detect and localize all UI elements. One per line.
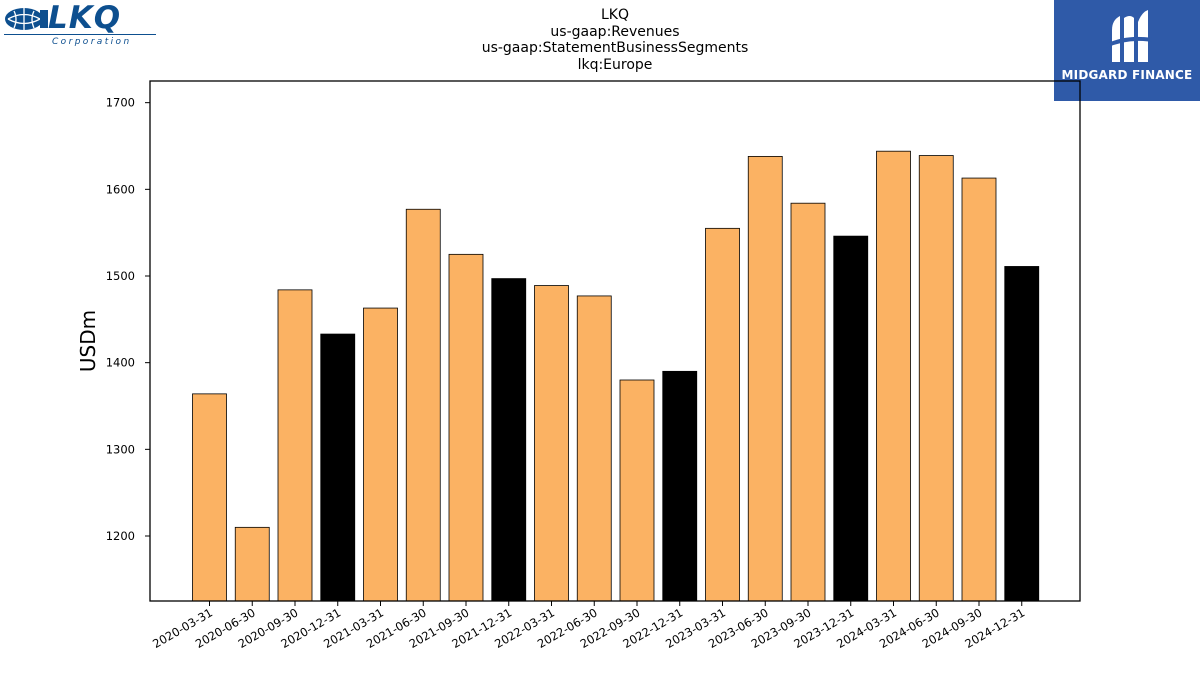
bar-2023-03-31 [705, 227, 740, 602]
bar-2024-09-30 [961, 177, 997, 602]
chart-title-line-1: LKQ [601, 7, 629, 23]
bar-2024-06-30 [918, 155, 954, 602]
y-tick-label: 1200 [106, 529, 135, 543]
bar-2020-09-30 [277, 289, 313, 602]
bar-2023-12-31 [833, 235, 869, 602]
chart-title-line-2: us-gaap:Revenues [550, 23, 680, 40]
bar-2023-09-30 [790, 202, 826, 602]
lkq-globe-icon [5, 8, 48, 30]
bars-group [192, 150, 1040, 602]
chart-title-line-4: lkq:Europe [577, 56, 653, 73]
midgard-finance-logo: MIDGARD FINANCE [1054, 0, 1200, 101]
y-tick-label: 1700 [106, 96, 135, 110]
y-axis: 1200 1300 1400 1500 1600 1700 [106, 96, 150, 543]
lkq-logo: LKQ Corporation [4, 0, 158, 48]
midgard-emblem-icon [1106, 10, 1152, 62]
y-tick-label: 1400 [106, 356, 135, 370]
bar-2020-12-31 [320, 333, 356, 602]
lkq-logo-subtitle: Corporation [52, 37, 132, 47]
lkq-logo-text: LKQ [48, 0, 122, 36]
chart-title: LKQ us-gaap:Revenues us-gaap:StatementBu… [415, 7, 815, 73]
bar-2022-09-30 [619, 379, 655, 602]
bar-2024-03-31 [876, 150, 911, 602]
bar-2023-06-30 [747, 155, 783, 602]
bar-2021-12-31 [491, 278, 527, 602]
plot-frame [149, 80, 1081, 602]
midgard-logo-text: MIDGARD FINANCE [1061, 68, 1193, 82]
chart-title-line-3: us-gaap:StatementBusinessSegments [481, 40, 749, 56]
y-tick-label: 1600 [106, 182, 135, 196]
bar-2021-09-30 [448, 253, 484, 602]
bar-2022-12-31 [662, 370, 698, 602]
x-axis: 2020-03-312020-06-302020-09-302020-12-31… [150, 601, 1027, 651]
bar-2022-06-30 [576, 295, 612, 602]
y-tick-label: 1500 [106, 269, 135, 283]
bar-2020-06-30 [234, 526, 270, 602]
bar-2024-12-31 [1004, 266, 1040, 602]
bar-2021-03-31 [363, 307, 398, 602]
lkq-logo-rule [4, 34, 156, 35]
bar-2022-03-31 [534, 285, 569, 602]
y-tick-label: 1300 [106, 442, 135, 456]
bar-2021-06-30 [405, 208, 441, 602]
y-axis-label: USDm [76, 310, 100, 372]
bar-2020-03-31 [192, 393, 227, 602]
